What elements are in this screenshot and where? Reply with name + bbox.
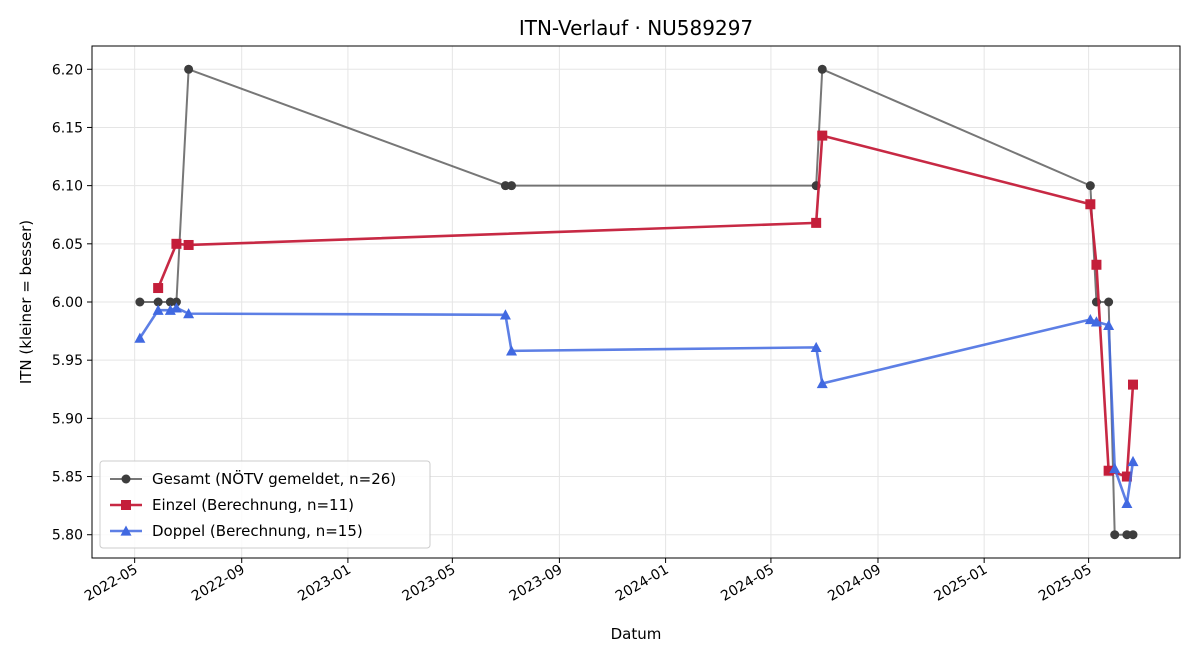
data-point-einzel [1103, 465, 1114, 476]
data-point-doppel [506, 345, 518, 356]
data-point-einzel [1127, 379, 1138, 390]
legend-label: Einzel (Berechnung, n=11) [152, 496, 354, 514]
data-point-gesamt [1104, 297, 1114, 307]
x-tick-label: 2022-05 [82, 562, 141, 605]
y-tick-label: 6.15 [52, 120, 83, 136]
data-point-gesamt [1128, 530, 1138, 540]
data-point-doppel [152, 304, 164, 315]
data-point-doppel [1121, 497, 1133, 508]
legend-item-einzel: Einzel (Berechnung, n=11) [110, 496, 354, 514]
data-point-doppel [1127, 455, 1139, 467]
data-point-einzel [1085, 199, 1096, 210]
data-point-gesamt [135, 297, 145, 307]
y-axis-title: ITN (kleiner = besser) [17, 220, 35, 384]
legend-item-gesamt: Gesamt (NÖTV gemeldet, n=26) [110, 469, 396, 488]
y-tick-label: 6.10 [52, 179, 83, 195]
legend-box [99, 460, 431, 549]
plot-frame [91, 45, 1181, 559]
x-tick-label: 2023-09 [507, 562, 566, 605]
data-point-doppel [1103, 319, 1115, 330]
legend-label: Doppel (Berechnung, n=15) [152, 522, 363, 540]
x-tick-label: 2024-01 [613, 562, 672, 605]
x-tick-label: 2022-09 [189, 562, 248, 605]
data-point-einzel [153, 283, 164, 294]
data-point-doppel [134, 332, 146, 343]
legend: Gesamt (NÖTV gemeldet, n=26) Einzel (Bere… [99, 460, 431, 549]
data-point-gesamt [1110, 530, 1120, 540]
x-axis-title: Datum [611, 625, 662, 643]
series-layer [134, 64, 1139, 540]
data-point-einzel [1091, 259, 1102, 270]
data-point-einzel [1121, 471, 1132, 482]
legend-swatch-marker [121, 500, 131, 510]
legend-swatch-marker [120, 525, 132, 536]
data-point-doppel [816, 377, 828, 389]
series-line-einzel [156, 134, 1135, 478]
data-point-doppel [170, 302, 182, 313]
data-point-gesamt [817, 64, 827, 74]
legend-label: Gesamt (NÖTV gemeldet, n=26) [152, 469, 396, 488]
x-tick-label: 2024-05 [718, 562, 777, 605]
x-tick-label: 2025-01 [931, 562, 990, 605]
data-point-gesamt [153, 297, 163, 307]
x-tick-label: 2024-09 [825, 562, 884, 605]
y-tick-label: 6.05 [52, 237, 83, 253]
data-point-gesamt [171, 297, 181, 307]
x-axis-ticks: 2022-05 2022-09 2023-01 2023-05 2023-09 2024-… [82, 558, 1095, 605]
chart-title: ITN-Verlauf · NU589297 [519, 16, 753, 40]
y-tick-label: 5.85 [52, 470, 83, 486]
y-tick-label: 6.20 [52, 62, 83, 78]
y-tick-label: 6.00 [52, 295, 83, 311]
y-tick-label: 5.80 [52, 528, 83, 544]
data-point-doppel [810, 341, 822, 353]
data-point-gesamt [184, 64, 194, 74]
data-point-doppel [1109, 462, 1121, 474]
y-tick-label: 5.95 [52, 353, 83, 369]
data-point-doppel [183, 308, 195, 319]
data-point-doppel [1084, 313, 1096, 325]
x-tick-label: 2023-05 [400, 562, 459, 605]
series-gesamt [135, 64, 1138, 540]
data-point-gesamt [1085, 181, 1095, 191]
legend-item-doppel: Doppel (Berechnung, n=15) [110, 522, 363, 540]
series-doppel [134, 302, 1139, 508]
data-point-doppel [499, 309, 511, 320]
x-tick-label: 2025-05 [1036, 562, 1095, 605]
data-point-doppel [1090, 316, 1102, 327]
data-point-einzel [811, 217, 822, 228]
y-axis-ticks: 5.80 5.85 5.90 5.95 6.00 6.05 6.10 6.15 6.20 [52, 62, 92, 544]
data-point-einzel [183, 239, 194, 250]
series-einzel [153, 130, 1138, 482]
x-tick-label: 2023-01 [295, 562, 354, 605]
data-point-gesamt [507, 181, 517, 191]
y-tick-label: 5.90 [52, 411, 83, 427]
legend-swatch-marker [121, 474, 131, 484]
data-point-einzel [171, 238, 182, 249]
data-point-einzel [817, 130, 828, 141]
